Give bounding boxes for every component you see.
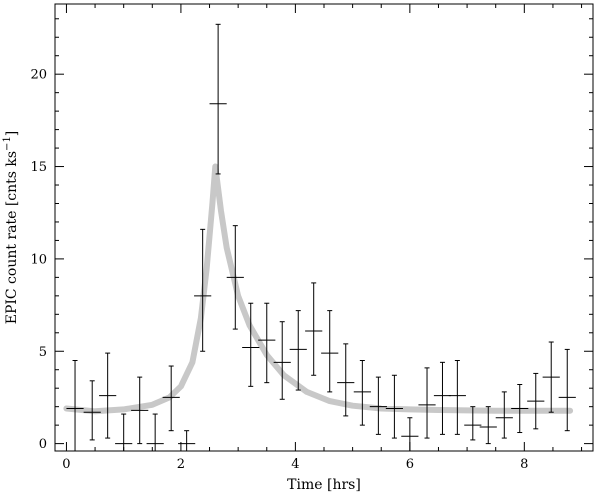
data-point (305, 282, 323, 376)
data-point (258, 302, 276, 384)
y-tick-label: 0 (39, 437, 47, 452)
data-point (242, 302, 260, 387)
data-point (542, 341, 560, 413)
data-point (99, 352, 117, 439)
data-point (273, 321, 291, 400)
data-point (83, 380, 101, 441)
data-point (209, 23, 227, 175)
data-point (527, 372, 545, 430)
data-points-layer (66, 23, 576, 451)
model-curve-layer (63, 163, 574, 415)
data-point (558, 348, 576, 432)
model-curve (63, 163, 574, 415)
x-tick-label: 4 (291, 457, 299, 472)
data-point (194, 228, 212, 352)
y-tick-label: 20 (30, 68, 47, 83)
axis-ticks (55, 4, 593, 451)
x-tick-label: 2 (177, 457, 185, 472)
data-point (369, 376, 387, 435)
y-axis-title-superscript: −1 (2, 136, 13, 151)
data-point (66, 359, 84, 451)
x-tick-label: 6 (406, 457, 414, 472)
x-tick-label: 8 (520, 457, 528, 472)
data-point (448, 359, 466, 435)
data-point (337, 343, 355, 417)
data-point (146, 413, 164, 451)
y-axis-title-close: ] (4, 131, 20, 136)
data-point (479, 406, 497, 445)
y-tick-label: 5 (39, 345, 47, 360)
data-point (511, 384, 529, 434)
data-point (321, 310, 339, 393)
data-point (353, 359, 371, 426)
data-point (433, 361, 452, 435)
data-point (495, 391, 513, 439)
data-point (162, 365, 180, 432)
y-tick-label: 15 (30, 160, 47, 175)
data-point (131, 376, 149, 445)
plot-frame (54, 3, 594, 452)
y-tick-label: 10 (30, 252, 47, 267)
y-axis-title-main: EPIC count rate [cnts ks (4, 151, 20, 324)
x-tick-label: 0 (62, 457, 70, 472)
data-point (289, 310, 307, 391)
x-axis-title: Time [hrs] (287, 477, 361, 493)
tick-labels: 0 2 4 6 8 0 5 10 15 20 (30, 68, 528, 472)
data-point (115, 413, 133, 451)
y-axis-title: EPIC count rate [cnts ks−1] (2, 131, 20, 325)
data-point (385, 374, 403, 439)
data-point (226, 225, 244, 330)
data-point (464, 406, 482, 441)
data-point (418, 367, 436, 439)
